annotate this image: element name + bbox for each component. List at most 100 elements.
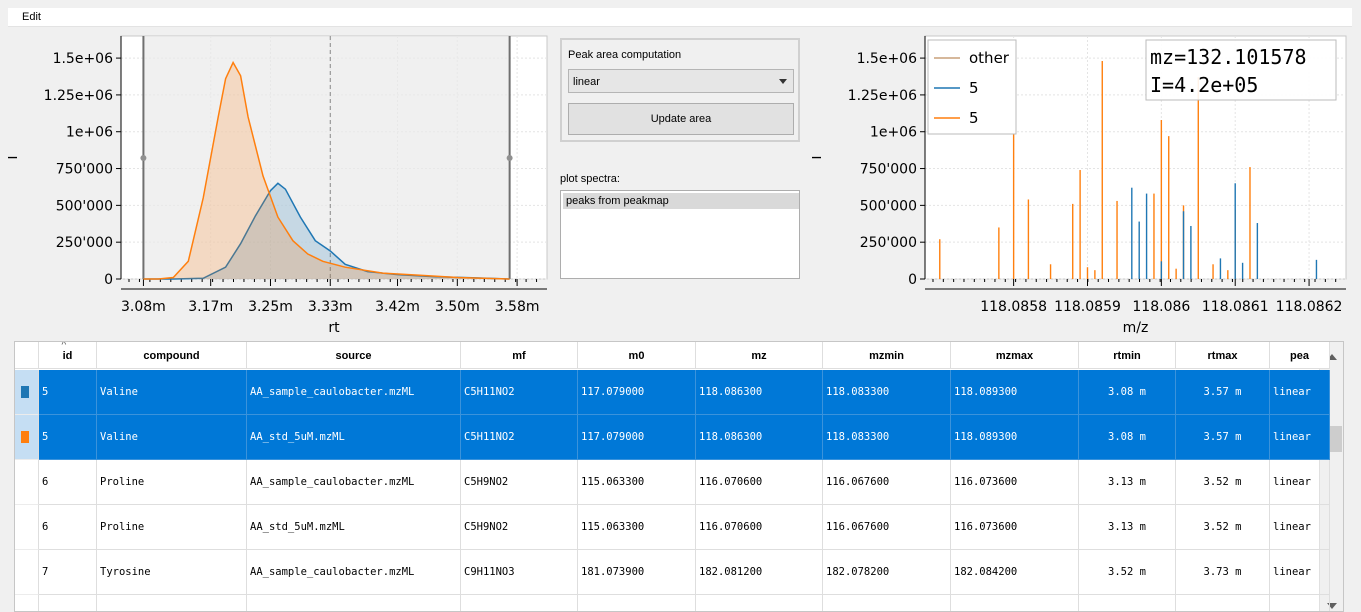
table-cell-m0[interactable]: 181.073900 bbox=[578, 550, 696, 595]
table-cell-source[interactable]: AA_sample_caulobacter.mzML bbox=[247, 460, 461, 505]
table-cell-mf[interactable]: C5H11NO2 bbox=[461, 370, 578, 415]
table-cell-rtmax[interactable]: 3.57 m bbox=[1176, 370, 1270, 415]
table-cell-mzmin[interactable]: 118.083300 bbox=[823, 415, 951, 460]
table-cell-compound[interactable] bbox=[97, 595, 247, 611]
spectra-list-item[interactable]: peaks from peakmap bbox=[563, 193, 799, 209]
column-header-m0[interactable]: m0 bbox=[578, 342, 696, 369]
x-tick-label: 3.33m bbox=[308, 299, 353, 315]
table-cell-mzmin[interactable]: 118.083300 bbox=[823, 370, 951, 415]
table-cell-rtmin[interactable]: 3.13 m bbox=[1079, 460, 1176, 505]
scroll-down-icon[interactable] bbox=[1327, 603, 1337, 609]
column-header-mzmax[interactable]: mzmax bbox=[951, 342, 1079, 369]
table-cell-compound[interactable]: Valine bbox=[97, 370, 247, 415]
table-cell-pea[interactable]: linear bbox=[1270, 370, 1330, 415]
table-cell-mzmin[interactable]: 116.067600 bbox=[823, 460, 951, 505]
table-cell-mzmax[interactable]: 116.073600 bbox=[951, 505, 1079, 550]
table-cell-mzmax[interactable]: 118.089300 bbox=[951, 415, 1079, 460]
series-area-0 bbox=[143, 183, 510, 279]
y-tick-label: 750'000 bbox=[860, 162, 917, 178]
table-cell-mz[interactable]: 118.086300 bbox=[696, 415, 823, 460]
column-header-compound[interactable]: compound bbox=[97, 342, 247, 369]
table-cell-source[interactable]: AA_sample_caulobacter.mzML bbox=[247, 370, 461, 415]
table-cell-source[interactable]: AA_std_5uM.mzML bbox=[247, 415, 461, 460]
table-cell-rtmax[interactable]: 3.73 m bbox=[1176, 550, 1270, 595]
table-cell-compound[interactable]: Proline bbox=[97, 505, 247, 550]
table-cell-id[interactable]: 5 bbox=[39, 415, 97, 460]
table-cell-pea[interactable]: linear bbox=[1270, 550, 1330, 595]
row-header[interactable] bbox=[15, 550, 39, 595]
table-cell-rtmax[interactable] bbox=[1176, 595, 1270, 611]
table-cell-mzmax[interactable] bbox=[951, 595, 1079, 611]
table-cell-rtmax[interactable]: 3.52 m bbox=[1176, 460, 1270, 505]
menu-edit[interactable]: Edit bbox=[22, 11, 41, 23]
table-cell-mz[interactable]: 182.081200 bbox=[696, 550, 823, 595]
peak-area-title: Peak area computation bbox=[568, 49, 682, 61]
table-cell-mzmax[interactable]: 116.073600 bbox=[951, 460, 1079, 505]
table-cell-compound[interactable]: Proline bbox=[97, 460, 247, 505]
table-cell-source[interactable] bbox=[247, 595, 461, 611]
table-cell-mzmax[interactable]: 118.089300 bbox=[951, 370, 1079, 415]
table-cell-pea[interactable]: linear bbox=[1270, 505, 1330, 550]
table-cell-rtmin[interactable]: 3.13 m bbox=[1079, 505, 1176, 550]
column-header-mf[interactable]: mf bbox=[461, 342, 578, 369]
table-cell-id[interactable]: 6 bbox=[39, 505, 97, 550]
x-tick-label: 3.25m bbox=[248, 299, 293, 315]
table-cell-m0[interactable]: 117.079000 bbox=[578, 370, 696, 415]
table-cell-mzmin[interactable]: 116.067600 bbox=[823, 505, 951, 550]
table-cell-mz[interactable]: 116.070600 bbox=[696, 505, 823, 550]
table-cell-mz[interactable]: 116.070600 bbox=[696, 460, 823, 505]
row-header[interactable] bbox=[15, 370, 39, 415]
table-cell-m0[interactable]: 115.063300 bbox=[578, 505, 696, 550]
table-cell-compound[interactable]: Tyrosine bbox=[97, 550, 247, 595]
table-cell-m0[interactable] bbox=[578, 595, 696, 611]
table-cell-m0[interactable]: 115.063300 bbox=[578, 460, 696, 505]
table-cell-pea[interactable]: linear bbox=[1270, 460, 1330, 505]
table-cell-compound[interactable]: Valine bbox=[97, 415, 247, 460]
update-area-button[interactable]: Update area bbox=[568, 103, 794, 135]
peak-area-method-select[interactable]: linear bbox=[568, 69, 794, 93]
table-cell-mf[interactable]: C5H9NO2 bbox=[461, 460, 578, 505]
table-cell-rtmin[interactable]: 3.08 m bbox=[1079, 415, 1176, 460]
table-cell-m0[interactable]: 117.079000 bbox=[578, 415, 696, 460]
table-cell-mf[interactable]: C5H11NO2 bbox=[461, 415, 578, 460]
row-header[interactable] bbox=[15, 595, 39, 611]
table-cell-id[interactable]: 7 bbox=[39, 550, 97, 595]
table-cell-rtmin[interactable]: 3.52 m bbox=[1079, 550, 1176, 595]
table-cell-mzmin[interactable]: 182.078200 bbox=[823, 550, 951, 595]
table-cell-source[interactable]: AA_std_5uM.mzML bbox=[247, 505, 461, 550]
table-cell-mz[interactable]: 118.086300 bbox=[696, 370, 823, 415]
table-cell-mf[interactable] bbox=[461, 595, 578, 611]
table-cell-mzmin[interactable] bbox=[823, 595, 951, 611]
table-cell-source[interactable]: AA_sample_caulobacter.mzML bbox=[247, 550, 461, 595]
table-cell-rtmin[interactable] bbox=[1079, 595, 1176, 611]
table-cell-pea[interactable] bbox=[1270, 595, 1330, 611]
row-header[interactable] bbox=[15, 505, 39, 550]
table-cell-mf[interactable]: C9H11NO3 bbox=[461, 550, 578, 595]
table-cell-mf[interactable]: C5H9NO2 bbox=[461, 505, 578, 550]
table-cell-rtmin[interactable]: 3.08 m bbox=[1079, 370, 1176, 415]
column-header-rtmin[interactable]: rtmin bbox=[1079, 342, 1176, 369]
column-header-source[interactable]: source bbox=[247, 342, 461, 369]
table-cell-mzmax[interactable]: 182.084200 bbox=[951, 550, 1079, 595]
column-header-mzmin[interactable]: mzmin bbox=[823, 342, 951, 369]
row-header[interactable] bbox=[15, 460, 39, 505]
column-header-id[interactable]: id ^ bbox=[39, 342, 97, 369]
plot-spectra-list[interactable]: peaks from peakmap bbox=[560, 190, 800, 279]
table-cell-pea[interactable]: linear bbox=[1270, 415, 1330, 460]
rt-chromatogram-plot[interactable]: 1.5e+06 1.25e+06 1e+06 750'000 500'000 250'00… bbox=[8, 30, 548, 340]
column-header-mz[interactable]: mz bbox=[696, 342, 823, 369]
row-header[interactable] bbox=[15, 415, 39, 460]
table-cell-rtmax[interactable]: 3.52 m bbox=[1176, 505, 1270, 550]
column-header-pea[interactable]: pea bbox=[1270, 342, 1330, 369]
table-cell-id[interactable]: 5 bbox=[39, 370, 97, 415]
column-header-rtmax[interactable]: rtmax bbox=[1176, 342, 1270, 369]
table-cell-id[interactable] bbox=[39, 595, 97, 611]
mz-spectrum-plot[interactable]: 1.5e+06 1.25e+06 1e+06 750'000 500'000 250'00… bbox=[812, 30, 1352, 340]
y-tick-label: 750'000 bbox=[56, 162, 113, 178]
table-cell-mz[interactable] bbox=[696, 595, 823, 611]
table-cell-rtmax[interactable]: 3.57 m bbox=[1176, 415, 1270, 460]
x-axis-label: rt bbox=[328, 320, 340, 336]
table-cell-id[interactable]: 6 bbox=[39, 460, 97, 505]
scroll-up-icon[interactable] bbox=[1327, 354, 1337, 360]
y-tick-label: 0 bbox=[908, 272, 917, 288]
